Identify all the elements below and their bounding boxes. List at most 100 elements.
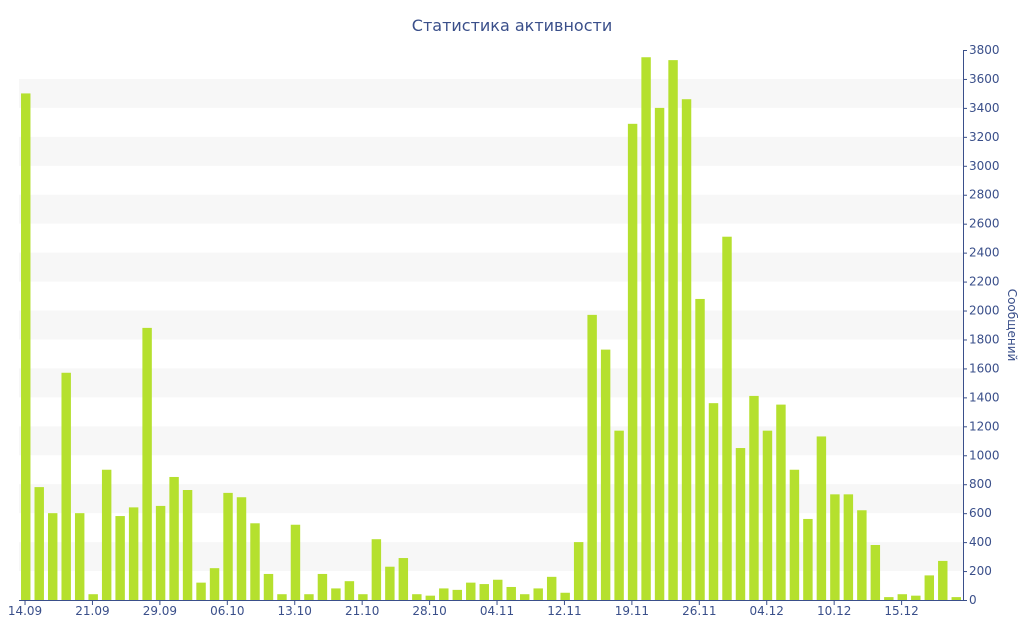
bar[interactable] [803, 518, 813, 600]
bar[interactable] [816, 436, 827, 600]
bar[interactable] [412, 594, 422, 600]
bar[interactable] [830, 494, 840, 600]
grid-band [19, 78, 963, 108]
x-tick-label: 21.10 [345, 604, 379, 618]
x-tick-label: 04.12 [750, 604, 784, 618]
bar[interactable] [142, 327, 152, 600]
y-tick-label: 0 [969, 593, 977, 607]
bars [21, 57, 961, 601]
bar[interactable] [776, 404, 786, 600]
grid-band [19, 194, 963, 224]
bar[interactable] [466, 582, 476, 600]
bar[interactable] [452, 589, 463, 600]
bar[interactable] [884, 597, 894, 600]
bar[interactable] [182, 490, 193, 600]
bar[interactable] [61, 372, 71, 600]
x-tick-label: 06.10 [210, 604, 244, 618]
bar[interactable] [358, 594, 368, 600]
grid-band [19, 426, 963, 456]
grid-band [19, 310, 963, 340]
bar[interactable] [641, 57, 651, 601]
bar[interactable] [479, 584, 489, 600]
bar[interactable] [317, 573, 328, 600]
bar[interactable] [34, 487, 44, 600]
bar[interactable] [762, 430, 773, 600]
bar[interactable] [938, 560, 948, 600]
bar[interactable] [101, 469, 112, 600]
grid-bands [19, 78, 963, 572]
bar[interactable] [587, 314, 597, 600]
y-tick-label: 200 [969, 564, 992, 578]
bar[interactable] [546, 576, 557, 600]
bar[interactable] [344, 581, 355, 600]
grid-band [19, 136, 963, 166]
bar[interactable] [290, 524, 301, 600]
bar[interactable] [681, 99, 692, 601]
bar[interactable] [695, 298, 705, 600]
bar[interactable] [88, 594, 98, 600]
bar[interactable] [74, 513, 85, 600]
bar[interactable] [236, 497, 247, 600]
bar[interactable] [735, 448, 746, 600]
x-tick-label: 28.10 [412, 604, 446, 618]
bar[interactable] [304, 594, 314, 600]
y-tick-label: 3600 [969, 72, 1000, 86]
bar[interactable] [331, 588, 341, 600]
bar[interactable] [155, 505, 166, 600]
bar[interactable] [708, 403, 719, 600]
bar[interactable] [722, 236, 732, 600]
bar[interactable] [21, 93, 31, 601]
x-tick-label: 29.09 [143, 604, 177, 618]
bar[interactable] [277, 594, 287, 600]
bar[interactable] [843, 494, 854, 600]
x-tick-label: 26.11 [682, 604, 716, 618]
bar[interactable] [600, 349, 611, 600]
y-tick-label: 400 [969, 535, 992, 549]
bar[interactable] [897, 594, 908, 600]
bar[interactable] [263, 573, 274, 600]
bar[interactable] [668, 60, 678, 600]
bar[interactable] [951, 597, 961, 600]
bar[interactable] [870, 545, 881, 600]
bar[interactable] [560, 592, 570, 600]
bar[interactable] [493, 579, 503, 600]
bar[interactable] [533, 588, 543, 600]
bar[interactable] [627, 123, 638, 600]
y-tick-label: 3400 [969, 101, 1000, 115]
bar[interactable] [654, 107, 665, 600]
y-tick-label: 3200 [969, 130, 1000, 144]
bar[interactable] [115, 516, 125, 600]
bar[interactable] [911, 595, 921, 600]
y-tick-label: 2200 [969, 275, 1000, 289]
y-tick-label: 3800 [969, 43, 1000, 57]
bar[interactable] [749, 395, 759, 600]
bar[interactable] [209, 568, 220, 600]
bar[interactable] [250, 523, 260, 600]
bar[interactable] [371, 539, 382, 600]
bar[interactable] [196, 582, 206, 600]
x-tick-label: 19.11 [615, 604, 649, 618]
bar[interactable] [614, 430, 624, 600]
bar[interactable] [924, 575, 935, 600]
bar[interactable] [385, 566, 395, 600]
bar[interactable] [223, 492, 233, 600]
x-tick-label: 10.12 [817, 604, 851, 618]
bar[interactable] [439, 588, 449, 600]
y-tick-label: 1000 [969, 448, 1000, 462]
y-tick-label: 1600 [969, 361, 1000, 375]
y-axis-ticks: 0 200 400 600 800 1000 1200 1400 1600 1800 2000 220… [963, 43, 1000, 607]
bar[interactable] [857, 510, 867, 600]
y-tick-label: 2800 [969, 188, 1000, 202]
x-axis-ticks: 14.09 21.09 29.09 06.10 13.10 21.10 28.10 04.11… [8, 600, 919, 618]
bar[interactable] [519, 594, 530, 600]
bar[interactable] [789, 469, 800, 600]
y-tick-label: 1800 [969, 332, 1000, 346]
bar[interactable] [128, 507, 139, 600]
bar[interactable] [573, 542, 584, 600]
bar[interactable] [425, 595, 436, 600]
bar[interactable] [398, 558, 409, 600]
bar[interactable] [169, 476, 179, 600]
bar[interactable] [47, 513, 58, 600]
bar[interactable] [506, 586, 516, 600]
